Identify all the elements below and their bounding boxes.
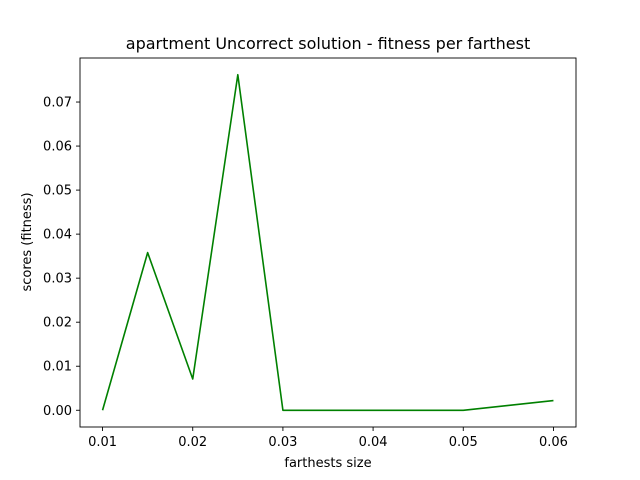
x-axis: 0.01 0.02 0.03 0.04 0.05 0.06 <box>88 427 568 450</box>
x-tick-label: 0.06 <box>539 435 568 450</box>
y-axis-label: scores (fitness) <box>20 192 35 291</box>
series-line-0 <box>101 73 554 412</box>
y-tick-label: 0.03 <box>43 272 72 287</box>
y-tick-label: 0.00 <box>43 404 72 419</box>
x-tick-label: 0.02 <box>178 435 207 450</box>
y-tick-label: 0.05 <box>43 184 72 199</box>
y-tick-label: 0.06 <box>43 140 72 155</box>
x-tick-label: 0.04 <box>359 435 388 450</box>
y-tick-label: 0.04 <box>43 228 72 243</box>
y-tick-label: 0.01 <box>43 360 72 375</box>
y-tick-label: 0.02 <box>43 316 72 331</box>
x-tick-label: 0.05 <box>449 435 478 450</box>
y-tick-label: 0.07 <box>43 96 72 111</box>
chart-title: apartment Uncorrect solution - fitness p… <box>126 34 530 53</box>
plot-area <box>79 57 577 428</box>
x-tick-label: 0.03 <box>268 435 297 450</box>
x-tick-label: 0.01 <box>88 435 117 450</box>
y-axis: 0.00 0.01 0.02 0.03 0.04 0.05 0.06 0.07 <box>43 96 80 419</box>
x-axis-label: farthests size <box>284 456 371 471</box>
plot-frame <box>79 57 577 428</box>
